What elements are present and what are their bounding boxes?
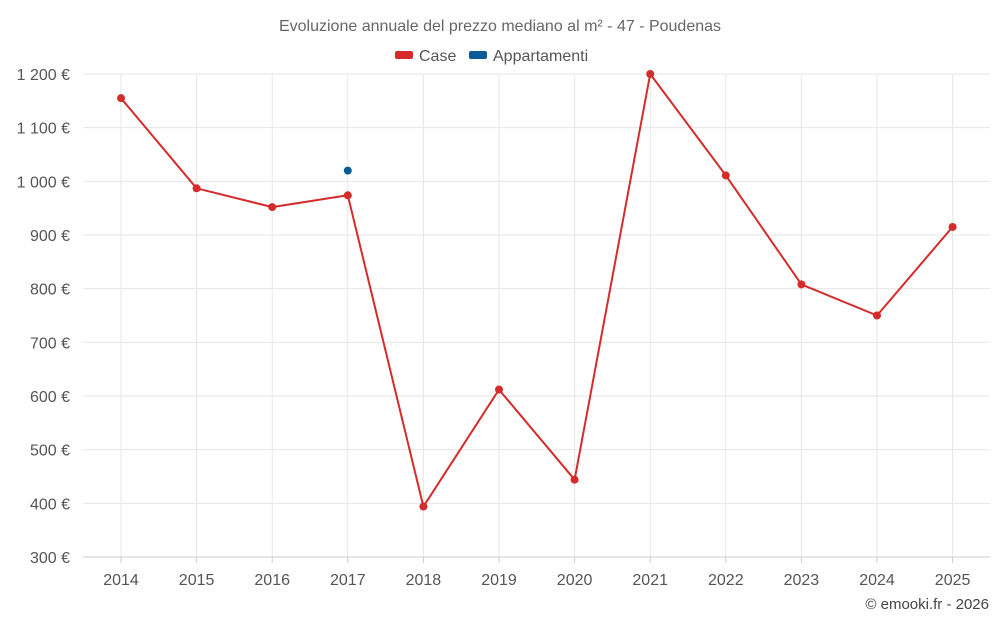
x-tick-label: 2018: [406, 572, 442, 589]
legend-swatch-case: [395, 51, 413, 59]
data-point-case-2018[interactable]: [419, 502, 428, 511]
x-tick-label: 2025: [935, 572, 971, 589]
data-point-case-2014[interactable]: [117, 94, 125, 103]
x-tick-label: 2014: [103, 572, 139, 589]
y-tick-label: 700 €: [30, 335, 70, 352]
data-point-case-2017[interactable]: [343, 191, 352, 200]
x-tick-label: 2017: [330, 572, 366, 589]
y-tick-label: 900 €: [30, 228, 70, 245]
series-layer: [117, 70, 957, 511]
y-tick-label: 800 €: [30, 282, 70, 299]
chart-title: Evoluzione annuale del prezzo mediano al…: [279, 18, 721, 35]
x-axis-labels: 2014 2015 2016 2017 2018 2019 2020 2021 2022 2023…: [103, 572, 970, 589]
credit-text: © emooki.fr - 2026: [865, 596, 989, 613]
data-point-case-2022[interactable]: [721, 171, 730, 180]
x-tick-label: 2022: [708, 572, 744, 589]
y-gridlines: [83, 73, 990, 558]
x-tick-label: 2016: [254, 572, 290, 589]
y-axis-labels: 1 200 € 1 100 € 1 000 € 900 € 800 € 700 € 600 …: [17, 67, 70, 567]
y-tick-label: 300 €: [30, 550, 70, 567]
legend-swatch-appartamenti: [469, 51, 487, 59]
legend-label-appartamenti: Appartamenti: [493, 48, 588, 65]
y-tick-label: 1 200 €: [17, 67, 70, 84]
series-line-case: [120, 73, 954, 508]
legend-label-case: Case: [419, 48, 456, 65]
legend-item-appartamenti[interactable]: Appartamenti: [469, 48, 588, 65]
data-point-case-2021[interactable]: [646, 70, 655, 78]
legend-item-case[interactable]: Case: [395, 48, 456, 65]
x-tick-label: 2020: [557, 572, 593, 589]
data-point-case-2020[interactable]: [570, 475, 579, 484]
data-point-case-2024[interactable]: [873, 311, 881, 320]
data-point-case-2023[interactable]: [797, 280, 806, 289]
data-point-appartamenti-2017[interactable]: [343, 166, 352, 175]
y-tick-label: 600 €: [30, 389, 70, 406]
data-point-case-2016[interactable]: [268, 203, 277, 212]
x-tick-label: 2024: [859, 572, 895, 589]
x-tick-label: 2023: [784, 572, 820, 589]
x-gridlines: [120, 74, 954, 563]
data-point-case-2025[interactable]: [948, 222, 957, 231]
x-tick-label: 2019: [481, 572, 517, 589]
legend: Case Appartamenti: [395, 48, 588, 65]
y-tick-label: 1 000 €: [17, 174, 70, 191]
x-tick-label: 2021: [632, 572, 668, 589]
data-point-case-2015[interactable]: [192, 184, 201, 193]
x-tick-label: 2015: [179, 572, 215, 589]
y-tick-label: 400 €: [30, 496, 70, 513]
y-tick-label: 500 €: [30, 443, 70, 460]
data-point-case-2019[interactable]: [495, 385, 503, 394]
y-tick-label: 1 100 €: [17, 121, 70, 138]
